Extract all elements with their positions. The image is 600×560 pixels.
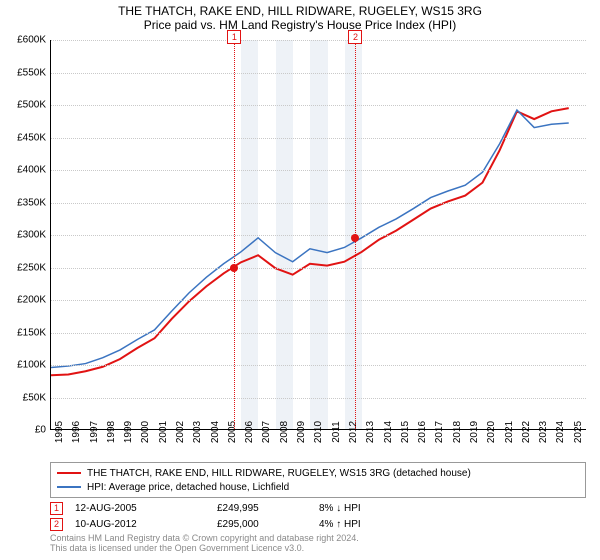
sale-date-1: 12-AUG-2005 [75,503,205,514]
y-tick-label: £150K [17,327,46,338]
y-tick-label: £250K [17,262,46,273]
gridline [51,365,586,366]
attribution-line-2: This data is licensed under the Open Gov… [50,544,359,554]
x-tick-label: 2010 [313,421,324,443]
x-tick-label: 2022 [521,421,532,443]
gridline [51,268,586,269]
gridline [51,398,586,399]
sale-row-2: 2 10-AUG-2012 £295,000 4% ↑ HPI [50,516,586,532]
title-line-1: THE THATCH, RAKE END, HILL RIDWARE, RUGE… [0,4,600,18]
x-tick-label: 2024 [555,421,566,443]
x-tick-label: 2014 [383,421,394,443]
x-tick-label: 2001 [158,421,169,443]
gridline [51,105,586,106]
sale-index-2: 2 [50,518,63,531]
sale-marker-dot [351,234,359,242]
sales-table: 1 12-AUG-2005 £249,995 8% ↓ HPI 2 10-AUG… [50,500,586,532]
gridline [51,40,586,41]
x-tick-label: 2000 [140,421,151,443]
legend: THE THATCH, RAKE END, HILL RIDWARE, RUGE… [50,462,586,498]
sale-price-1: £249,995 [217,503,307,514]
legend-row-price-paid: THE THATCH, RAKE END, HILL RIDWARE, RUGE… [57,466,579,480]
gridline [51,333,586,334]
x-tick-label: 2004 [210,421,221,443]
y-tick-label: £600K [17,35,46,46]
x-tick-label: 2005 [227,421,238,443]
x-tick-label: 2011 [331,421,342,443]
x-tick-label: 1999 [123,421,134,443]
sale-marker-dot [230,264,238,272]
sale-marker-box: 2 [348,30,362,44]
title-line-2: Price paid vs. HM Land Registry's House … [0,18,600,32]
x-tick-label: 2025 [573,421,584,443]
sale-marker-vline [234,40,235,429]
x-tick-label: 2007 [261,421,272,443]
series-price_paid [51,108,569,375]
sale-row-1: 1 12-AUG-2005 £249,995 8% ↓ HPI [50,500,586,516]
legend-swatch-hpi [57,486,81,488]
gridline [51,203,586,204]
x-tick-label: 1997 [89,421,100,443]
legend-label-price-paid: THE THATCH, RAKE END, HILL RIDWARE, RUGE… [87,468,471,479]
x-tick-label: 2015 [400,421,411,443]
x-tick-label: 2018 [452,421,463,443]
sale-index-1: 1 [50,502,63,515]
gridline [51,235,586,236]
gridline [51,170,586,171]
legend-label-hpi: HPI: Average price, detached house, Lich… [87,482,289,493]
x-tick-label: 2003 [192,421,203,443]
sale-diff-1: 8% ↓ HPI [319,503,399,514]
x-tick-label: 2016 [417,421,428,443]
x-tick-label: 2019 [469,421,480,443]
x-tick-label: 2008 [279,421,290,443]
gridline [51,138,586,139]
x-tick-label: 2009 [296,421,307,443]
x-tick-label: 2013 [365,421,376,443]
sale-date-2: 10-AUG-2012 [75,519,205,530]
y-tick-label: £500K [17,100,46,111]
legend-row-hpi: HPI: Average price, detached house, Lich… [57,480,579,494]
y-tick-label: £550K [17,67,46,78]
x-tick-label: 2020 [486,421,497,443]
y-tick-label: £50K [23,392,46,403]
x-tick-label: 2017 [434,421,445,443]
x-tick-label: 1996 [71,421,82,443]
x-tick-label: 2006 [244,421,255,443]
x-tick-label: 2002 [175,421,186,443]
y-tick-label: £200K [17,295,46,306]
y-tick-label: £350K [17,197,46,208]
chart-title: THE THATCH, RAKE END, HILL RIDWARE, RUGE… [0,0,600,32]
x-tick-label: 1995 [54,421,65,443]
attribution: Contains HM Land Registry data © Crown c… [50,534,359,554]
gridline [51,300,586,301]
x-tick-label: 2023 [538,421,549,443]
chart-plot-area: £0£50K£100K£150K£200K£250K£300K£350K£400… [50,40,586,430]
y-tick-label: £300K [17,230,46,241]
y-tick-label: £400K [17,165,46,176]
series-hpi [51,110,569,367]
sale-price-2: £295,000 [217,519,307,530]
x-tick-label: 2021 [504,421,515,443]
sale-marker-box: 1 [227,30,241,44]
gridline [51,73,586,74]
x-tick-label: 1998 [106,421,117,443]
y-tick-label: £450K [17,132,46,143]
x-tick-label: 2012 [348,421,359,443]
y-tick-label: £0 [35,425,46,436]
sale-diff-2: 4% ↑ HPI [319,519,399,530]
legend-swatch-price-paid [57,472,81,474]
y-tick-label: £100K [17,360,46,371]
